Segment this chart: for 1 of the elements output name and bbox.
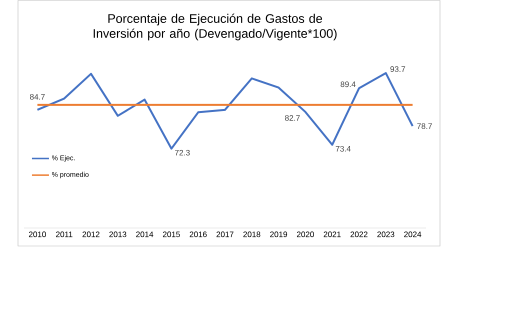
chart-title: Porcentaje de Ejecución de Gastos de Inversión por año (Devengado/Vigente*100) bbox=[94, 14, 337, 40]
